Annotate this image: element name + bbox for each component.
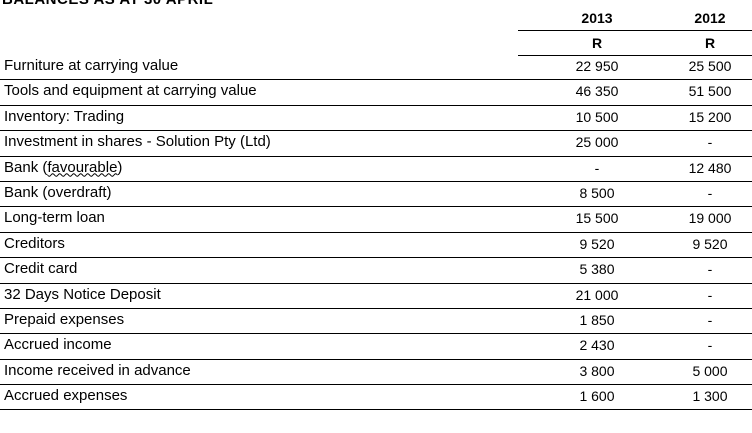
row-label-pre: Bank ( bbox=[4, 158, 48, 176]
balances-table: Furniture at carrying value 22 950 25 50… bbox=[0, 55, 752, 411]
table-row: Inventory: Trading 10 500 15 200 bbox=[0, 106, 752, 132]
value-2012: 15 200 bbox=[688, 108, 732, 125]
row-label: Tools and equipment at carrying value bbox=[4, 82, 257, 100]
table-row: Investment in shares - Solution Pty (Ltd… bbox=[0, 131, 752, 157]
row-label: Income received in advance bbox=[4, 361, 191, 379]
row-label: Bank (favourable) bbox=[4, 159, 122, 176]
value-2012: - bbox=[707, 311, 713, 328]
table-row: 32 Days Notice Deposit 21 000 - bbox=[0, 284, 752, 309]
value-2012: 12 480 bbox=[688, 159, 732, 176]
row-label: Bank (overdraft) bbox=[4, 183, 112, 201]
value-2013: 8 500 bbox=[579, 184, 615, 201]
value-2013: 1 850 bbox=[579, 311, 615, 328]
value-2013: 2 430 bbox=[579, 337, 615, 354]
table-row: Tools and equipment at carrying value 46… bbox=[0, 80, 752, 106]
table-row: Accrued expenses 1 600 1 300 bbox=[0, 385, 752, 411]
table-row: Furniture at carrying value 22 950 25 50… bbox=[0, 55, 752, 81]
table-row: Bank (overdraft) 8 500 - bbox=[0, 182, 752, 208]
row-label: Creditors bbox=[4, 234, 65, 252]
value-2012: 1 300 bbox=[692, 388, 728, 405]
value-2012: 5 000 bbox=[692, 362, 728, 379]
value-2013: 22 950 bbox=[575, 58, 619, 74]
currency-unit-row: R R bbox=[518, 30, 752, 56]
table-row: Long-term loan 15 500 19 000 bbox=[0, 207, 752, 233]
value-2013: 5 380 bbox=[579, 261, 615, 278]
value-2013: - bbox=[594, 159, 600, 176]
column-header-2012: 2012 bbox=[694, 10, 726, 26]
row-label: Prepaid expenses bbox=[4, 310, 125, 328]
row-label: 32 Days Notice Deposit bbox=[4, 285, 161, 303]
value-2012: - bbox=[707, 261, 713, 278]
value-2012: - bbox=[707, 134, 713, 151]
value-2012: - bbox=[707, 184, 713, 201]
currency-unit-2013: R bbox=[591, 35, 603, 51]
row-label: Accrued expenses bbox=[4, 387, 128, 405]
row-label: Inventory: Trading bbox=[4, 107, 125, 125]
table-row: Creditors 9 520 9 520 bbox=[0, 233, 752, 259]
table-row: Accrued income 2 430 - bbox=[0, 334, 752, 360]
value-2013: 9 520 bbox=[579, 235, 615, 252]
value-2012: 9 520 bbox=[692, 235, 728, 252]
value-2013: 1 600 bbox=[579, 388, 615, 405]
row-label: Furniture at carrying value bbox=[4, 57, 179, 74]
table-row: Income received in advance 3 800 5 000 bbox=[0, 360, 752, 386]
row-label: Investment in shares - Solution Pty (Ltd… bbox=[4, 133, 271, 151]
value-2013: 21 000 bbox=[575, 286, 619, 303]
value-2012: - bbox=[707, 337, 713, 354]
value-2013: 15 500 bbox=[575, 210, 619, 227]
page-title: BALANCES AS AT 30 APRIL bbox=[2, 0, 213, 8]
row-label: Long-term loan bbox=[4, 209, 105, 227]
value-2012: 25 500 bbox=[688, 58, 732, 74]
table-row: Bank (favourable) - 12 480 bbox=[0, 157, 752, 182]
value-2013: 10 500 bbox=[575, 108, 619, 125]
value-2012: 19 000 bbox=[688, 210, 732, 227]
currency-unit-2012: R bbox=[704, 35, 716, 51]
column-header-2013: 2013 bbox=[581, 10, 613, 26]
table-row: Prepaid expenses 1 850 - bbox=[0, 309, 752, 335]
value-2013: 3 800 bbox=[579, 362, 615, 379]
row-label: Credit card bbox=[4, 260, 78, 278]
table-row: Credit card 5 380 - bbox=[0, 258, 752, 284]
value-2012: 51 500 bbox=[688, 83, 732, 100]
row-label: Accrued income bbox=[4, 336, 112, 354]
value-2012: - bbox=[707, 286, 713, 303]
value-2013: 25 000 bbox=[575, 134, 619, 151]
row-label-post: ) bbox=[117, 158, 123, 176]
row-label-spellcheck-word: favourable bbox=[47, 158, 118, 176]
value-2013: 46 350 bbox=[575, 83, 619, 100]
